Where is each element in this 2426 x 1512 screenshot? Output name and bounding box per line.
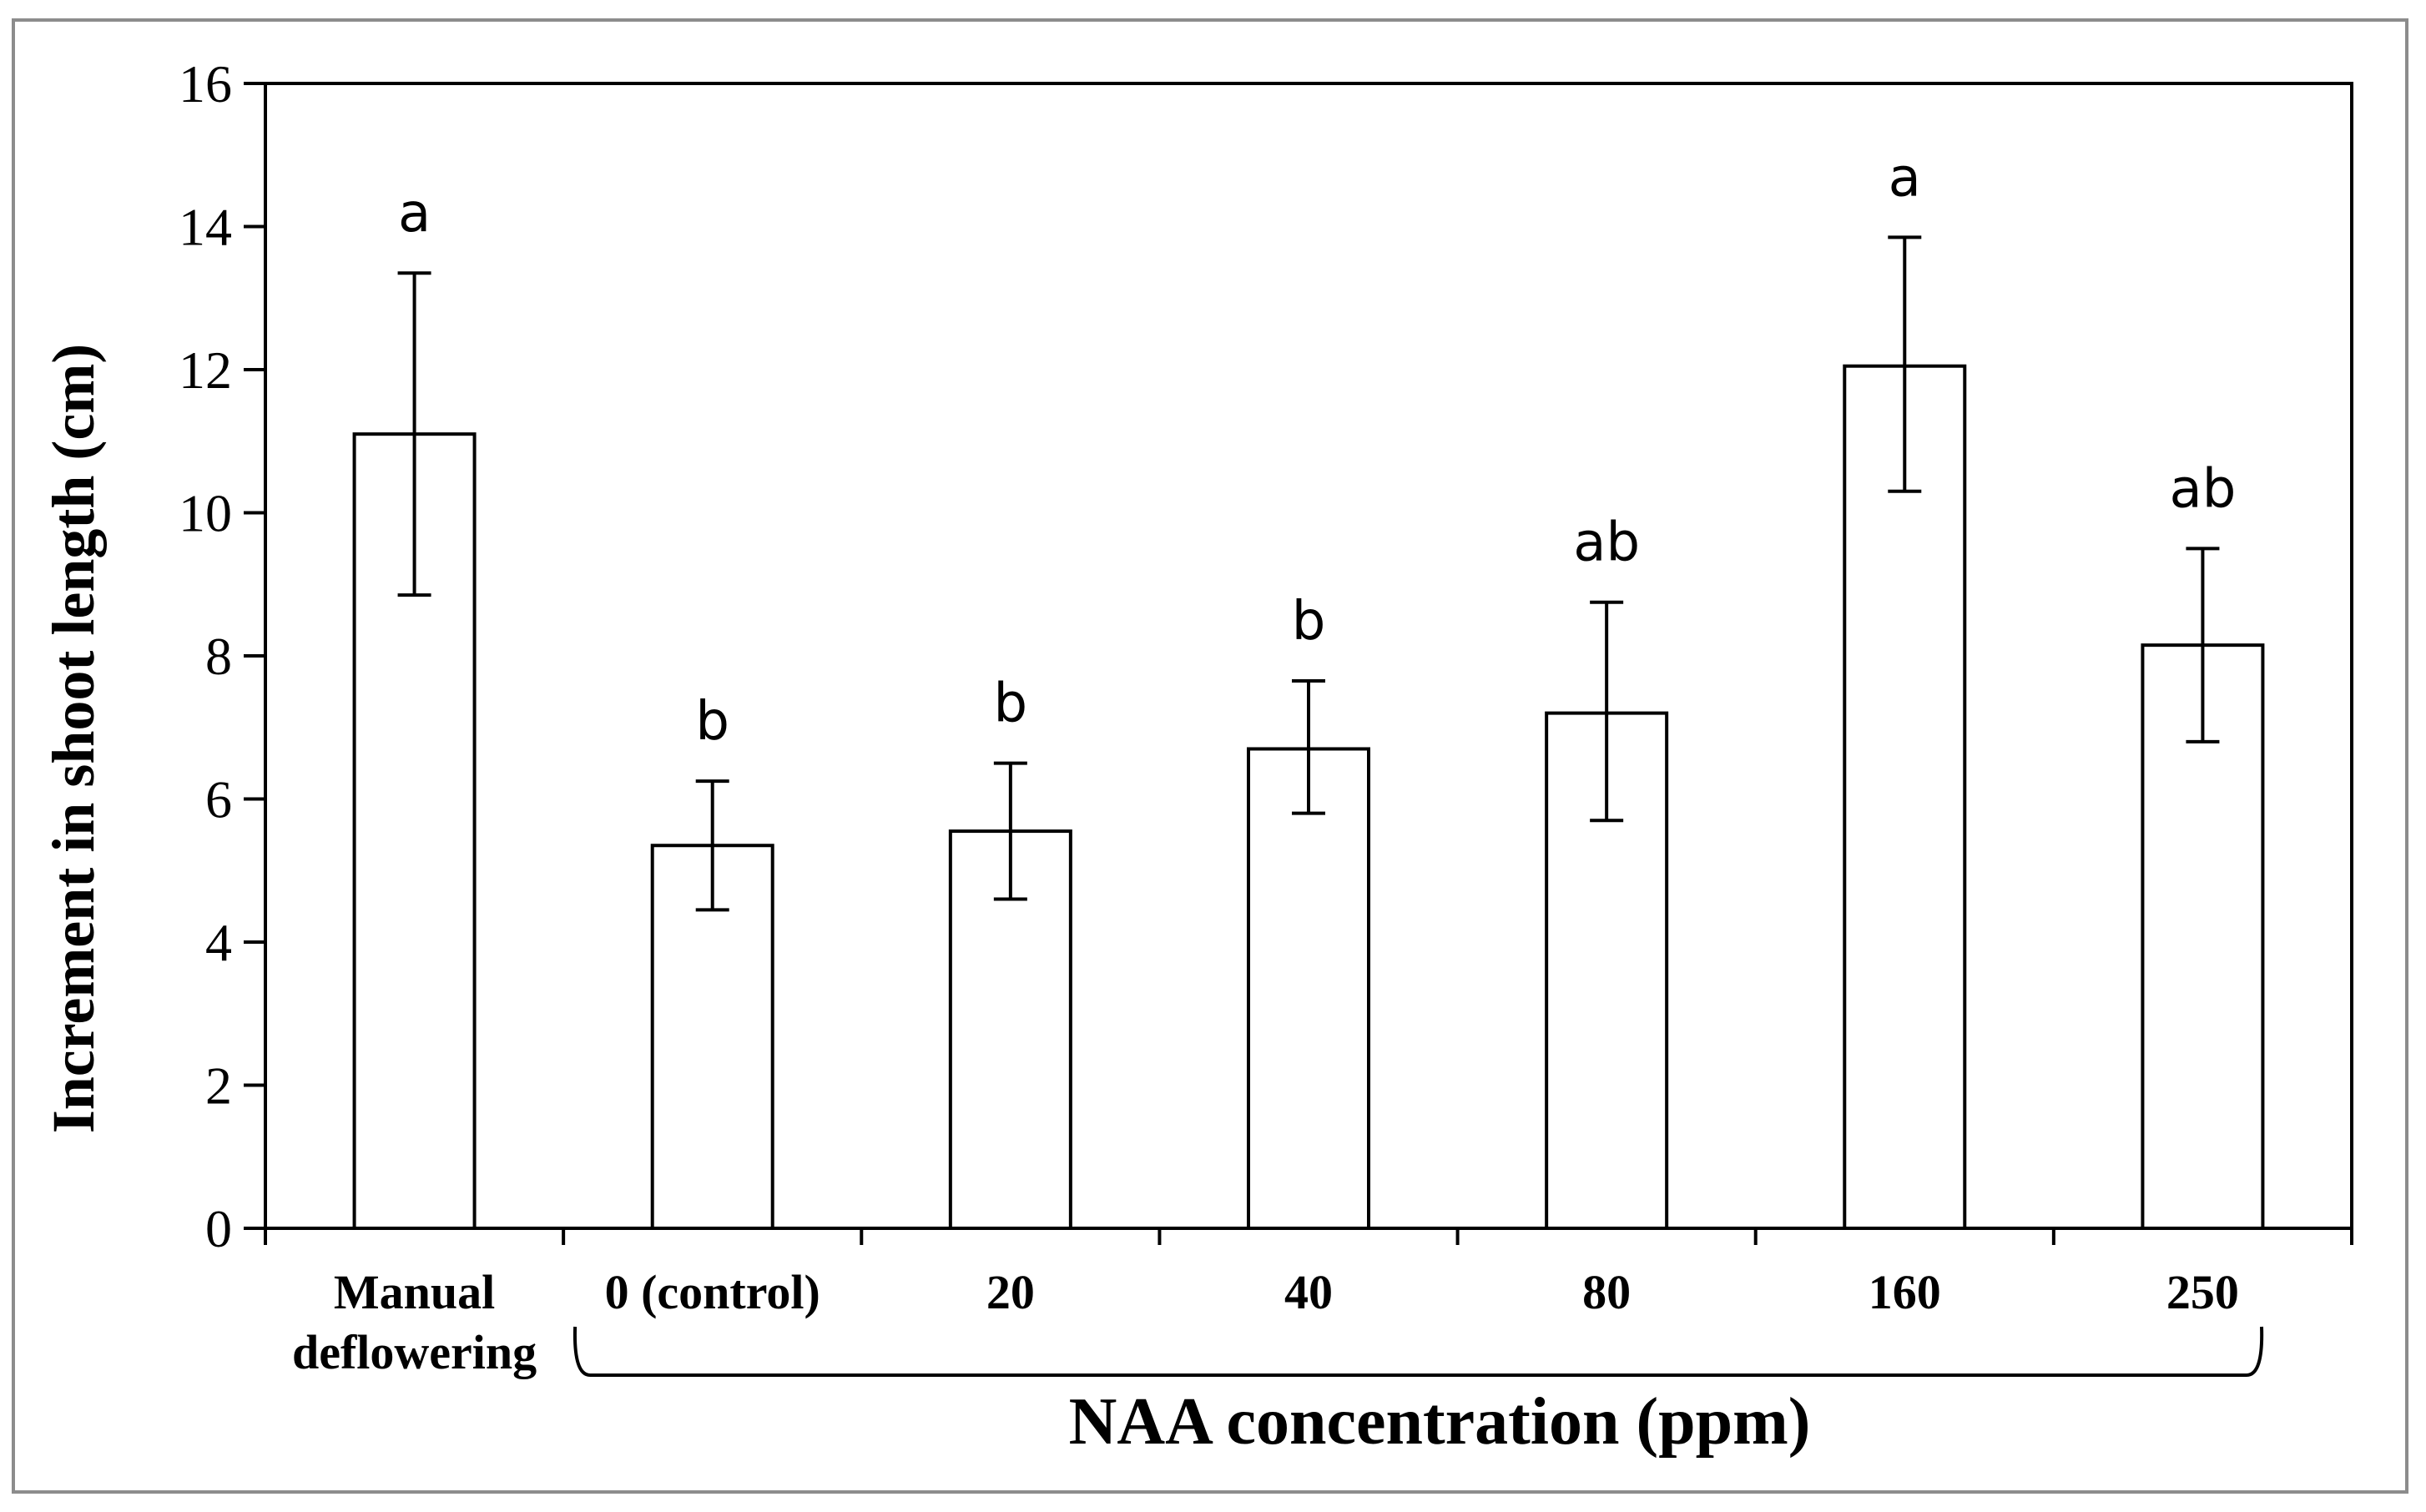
significance-letter: b	[1292, 591, 1326, 653]
x-tick-label: deflowering	[292, 1325, 537, 1379]
significance-letter: b	[695, 691, 729, 753]
x-axis-labels: Manual deflowering 0 (control) 20 40 80 160 250	[292, 1265, 2239, 1379]
significance-letter: a	[1889, 147, 1921, 209]
y-tick-label: 4	[205, 913, 232, 972]
significance-letter: ab	[2170, 458, 2237, 520]
bar	[1843, 364, 1967, 1230]
y-axis-label: Increment in shoot length (cm)	[40, 344, 107, 1134]
x-tick-label: Manual	[334, 1265, 495, 1319]
x-tick-label: 250	[2166, 1265, 2239, 1319]
x-tick-label: 80	[1582, 1265, 1631, 1319]
significance-letter: ab	[1573, 512, 1640, 574]
y-tick-label: 0	[205, 1199, 232, 1258]
y-tick-label: 16	[179, 54, 232, 113]
group-bracket	[572, 1326, 2264, 1377]
x-tick-label: 40	[1284, 1265, 1333, 1319]
x-tick-label: 160	[1869, 1265, 1941, 1319]
significance-letter: a	[398, 183, 431, 244]
bars	[352, 364, 2265, 1231]
y-tick-label: 8	[205, 627, 232, 686]
y-tick-label: 10	[179, 484, 232, 543]
y-tick-label: 6	[205, 770, 232, 829]
x-tick-label: 0 (control)	[605, 1265, 820, 1319]
naa-group-bracket	[572, 1326, 2264, 1377]
x-tick-label: 20	[986, 1265, 1035, 1319]
y-tick-label: 12	[179, 340, 232, 400]
group-axis-label: NAA concentration (ppm)	[1069, 1385, 1811, 1459]
error-bars	[397, 235, 2220, 912]
y-tick-label: 2	[205, 1056, 232, 1116]
y-tick-label: 14	[179, 198, 232, 257]
significance-letter: b	[994, 673, 1028, 735]
bar	[1247, 747, 1370, 1230]
y-axis-ticks: 0 2 4 6 8 10 12 14 16	[179, 54, 265, 1258]
